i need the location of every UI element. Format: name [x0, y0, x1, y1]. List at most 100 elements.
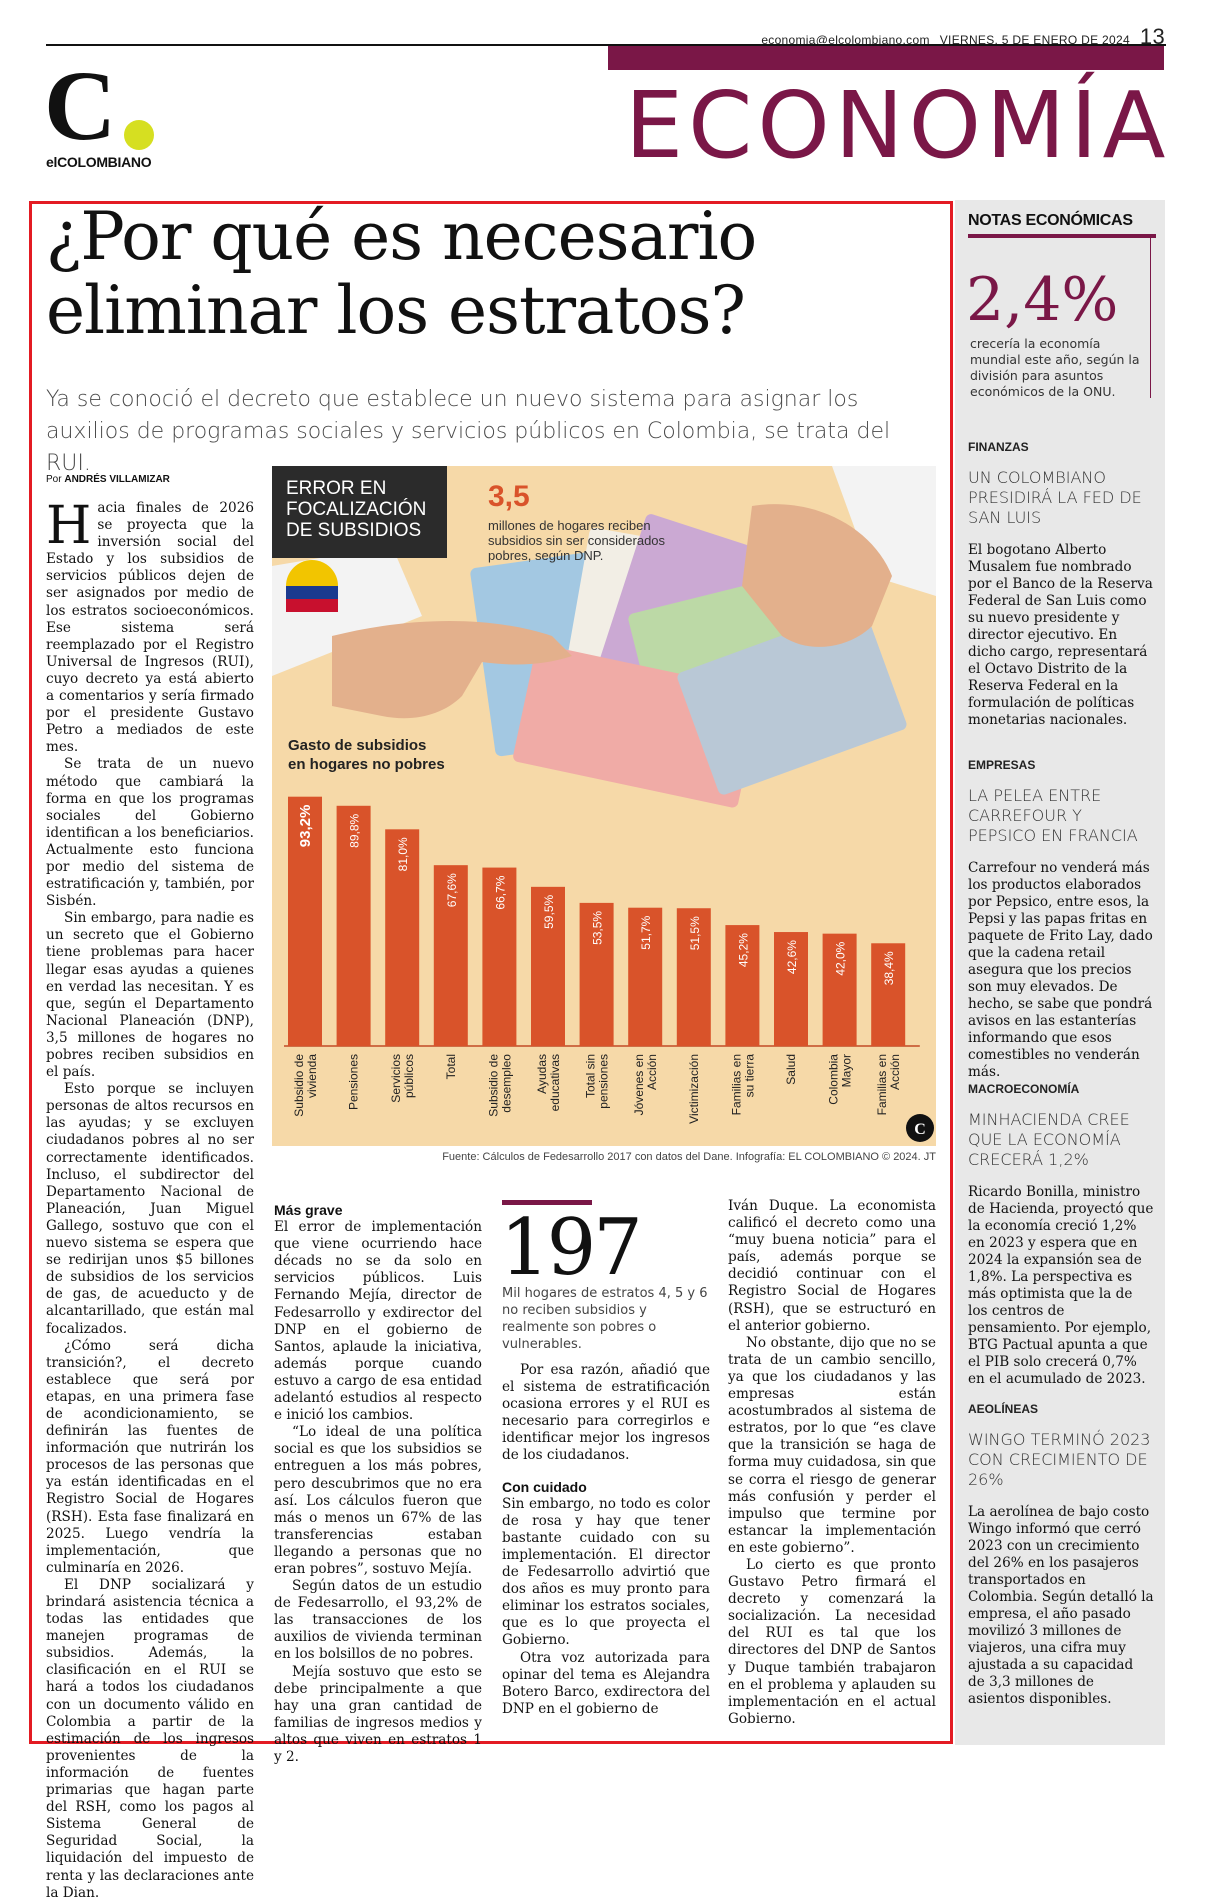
chart-category-label: Mayor — [840, 1054, 854, 1087]
article-highlight-frame — [29, 201, 953, 1744]
chart-bar — [288, 796, 322, 1046]
paragraph: “Lo ideal de una política social es que … — [274, 1424, 482, 1577]
sidebar-headline: UN COLOMBIANO PRESIDIRÁ LA FED DE SAN LU… — [968, 468, 1142, 527]
section-title: ECONOMÍA — [625, 72, 1171, 179]
chart-bar — [871, 943, 906, 1046]
paragraph: acia finales de 2026 se proyecta que la … — [46, 500, 254, 756]
label-line-3: DE SUBSIDIOS — [286, 520, 422, 541]
paragraph: Esto porque se incluyen personas de alto… — [46, 1081, 254, 1337]
header-email[interactable]: economia@elcolombiano.com — [761, 33, 930, 47]
chart-value-label: 67,6% — [445, 873, 459, 907]
headline-line-1: ¿Por qué es necesario — [46, 198, 757, 275]
paragraph: Iván Duque. La economista calificó el de… — [728, 1198, 936, 1334]
chart-bar — [579, 902, 614, 1046]
chart-category-label: Acción — [888, 1054, 902, 1090]
chart-title-line-1: Gasto de subsidios — [288, 737, 427, 754]
sidebar-body: Ricardo Bonilla, ministro de Hacienda, p… — [968, 1184, 1154, 1387]
sidebar-category: AEOLÍNEAS — [968, 1402, 1039, 1416]
infographic-label: ERROR EN FOCALIZACIÓN DE SUBSIDIOS — [272, 466, 447, 558]
body-column-3: Por esa razón, añadió que el sistema de … — [502, 1362, 710, 1718]
chart-category-label: Acción — [645, 1054, 659, 1090]
chart-value-label: 53,5% — [591, 911, 605, 945]
label-line-1: ERROR EN — [286, 478, 387, 499]
highlight-number: 197 — [500, 1203, 643, 1293]
sidebar-vertical-rule — [1150, 238, 1151, 398]
chart-bar — [433, 865, 468, 1046]
sidebar-item-finanzas: FINANZAS UN COLOMBIANO PRESIDIRÁ LA FED … — [968, 440, 1154, 729]
chart-value-label: 42,6% — [785, 940, 799, 974]
paragraph: El DNP socializará y brindará asistencia… — [46, 1576, 254, 1901]
chart-bar — [385, 829, 420, 1046]
chart-value-label: 93,2% — [297, 805, 314, 848]
logo-letter: C — [44, 50, 117, 161]
header-rule — [46, 44, 1166, 46]
headline-line-2: eliminar los estratos? — [46, 272, 746, 349]
chart-bar — [725, 925, 760, 1046]
byline: Por ANDRÉS VILLAMIZAR — [46, 474, 170, 485]
paragraph: Según datos de un estudio de Fedesarroll… — [274, 1578, 482, 1663]
paragraph: Lo cierto es que pronto Gustavo Petro fi… — [728, 1556, 936, 1727]
infographic-logo-letter: C — [914, 1121, 926, 1138]
logo-dot-icon — [124, 120, 154, 150]
chart-value-label: 51,5% — [688, 916, 702, 950]
header-date: VIERNES, 5 DE ENERO DE 2024 — [939, 33, 1130, 47]
body-column-2: Más grave El error de implementación que… — [274, 1198, 482, 1766]
byline-prefix: Por — [46, 474, 62, 485]
headline: ¿Por qué es necesario eliminar los estra… — [46, 200, 926, 348]
paragraph: No obstante, dijo que no se trata de un … — [728, 1334, 936, 1556]
highlight-rule — [502, 1200, 592, 1205]
chart-category-label: vivienda — [305, 1054, 319, 1098]
paragraph: Por esa razón, añadió que el sistema de … — [502, 1362, 710, 1464]
chart-bar — [628, 907, 663, 1046]
sidebar-body: El bogotano Alberto Musalem fue nombrado… — [968, 542, 1153, 728]
paragraph: Sin embargo, para nadie es un secreto qu… — [46, 910, 254, 1081]
paragraph: El error de implementación que viene ocu… — [274, 1219, 482, 1424]
sidebar-headline: LA PELEA ENTRE CARREFOUR Y PEPSICO EN FR… — [968, 786, 1138, 845]
chart-title: Gasto de subsidios en hogares no pobres — [288, 736, 488, 774]
sidebar-big-number: 2,4% — [966, 265, 1119, 335]
chart-category-label: Pensiones — [347, 1054, 361, 1110]
infographic: ERROR EN FOCALIZACIÓN DE SUBSIDIOS 3,5 m… — [272, 466, 936, 1146]
subheading-mas-grave: Más grave — [274, 1202, 343, 1218]
bar-chart: 93,2%Subsidio de vivienda89,8%Pensiones81… — [284, 796, 934, 1142]
chart-category-label: Salud — [784, 1054, 798, 1085]
chart-category-label: Ayudas — [535, 1054, 549, 1094]
subheading-con-cuidado: Con cuidado — [502, 1478, 587, 1495]
chart-value-label: 51,7% — [639, 915, 653, 949]
sidebar-body: La aerolínea de bajo costo Wingo informó… — [968, 1504, 1154, 1707]
chart-category-label: Colombia — [827, 1054, 841, 1105]
sidebar-body: Carrefour no venderá más los productos e… — [968, 860, 1153, 1080]
sidebar-item-aeolineas: AEOLÍNEAS WINGO TERMINÓ 2023 CON CRECIMI… — [968, 1402, 1154, 1708]
body-column-1: H acia finales de 2026 se proyecta que l… — [46, 500, 254, 1902]
paragraph: Sin embargo, no todo es color de rosa y … — [502, 1495, 710, 1649]
chart-value-label: 89,8% — [348, 813, 362, 847]
section-bar — [608, 46, 1164, 70]
stat-text: millones de hogares reciben subsidios si… — [488, 518, 666, 563]
chart-value-label: 42,0% — [834, 941, 848, 975]
sidebar-headline: WINGO TERMINÓ 2023 CON CRECIMIENTO DE 26… — [968, 1430, 1151, 1489]
sidebar-big-text: crecería la economía mundial este año, s… — [970, 336, 1140, 399]
chart-bar — [676, 908, 711, 1046]
chart-category-label: su tierra — [742, 1054, 756, 1098]
infographic-source: Fuente: Cálculos de Fedesarrollo 2017 co… — [442, 1151, 936, 1163]
chart-title-line-2: en hogares no pobres — [288, 756, 445, 773]
chart-category-label: Total — [444, 1054, 458, 1079]
sidebar-category: FINANZAS — [968, 440, 1029, 454]
chart-value-label: 38,4% — [882, 951, 896, 985]
chart-category-label: Victimización — [687, 1054, 701, 1124]
chart-bar — [531, 886, 565, 1046]
sidebar-category: EMPRESAS — [968, 758, 1036, 772]
sidebar-headline: MINHACIENDA CREE QUE LA ECONOMÍA CRECERÁ… — [968, 1110, 1130, 1169]
sidebar-category: MACROECONOMÍA — [968, 1082, 1080, 1096]
chart-category-label: Jóvenes en — [632, 1054, 646, 1115]
chart-value-label: 45,2% — [736, 933, 750, 967]
highlight-text: Mil hogares de estratos 4, 5 y 6 no reci… — [502, 1286, 708, 1352]
chart-bar — [336, 805, 371, 1046]
chart-category-label: educativas — [548, 1054, 562, 1111]
paragraph: Otra voz autorizada para opinar del tema… — [502, 1649, 710, 1717]
infographic-logo-icon — [906, 1114, 934, 1142]
byline-author: ANDRÉS VILLAMIZAR — [64, 474, 170, 485]
chart-category-label: Familias en — [729, 1054, 743, 1115]
sidebar-title-rule — [968, 234, 1156, 238]
chart-category-label: Subsidio de — [292, 1054, 306, 1117]
